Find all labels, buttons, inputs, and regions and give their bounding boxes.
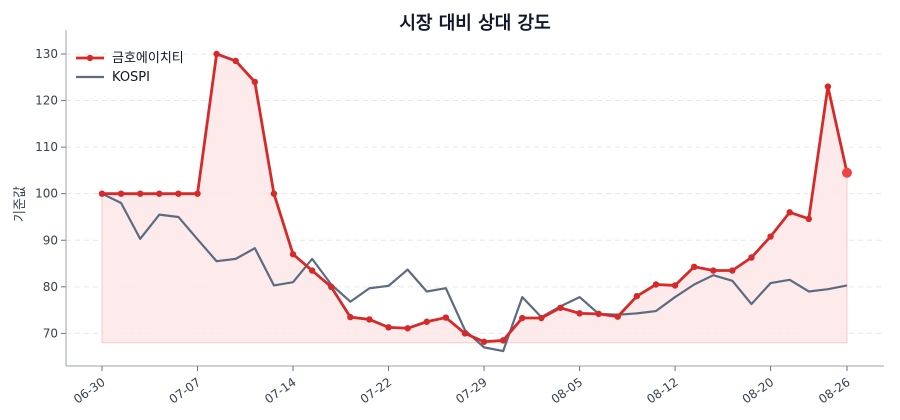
data-point [767, 233, 774, 240]
data-point [347, 313, 354, 321]
data-point [328, 283, 335, 291]
data-point [423, 318, 430, 325]
data-point [652, 281, 660, 288]
data-point [308, 267, 316, 274]
data-point [404, 325, 411, 332]
data-point [519, 314, 526, 322]
x-tick-label: 08-05 [549, 375, 586, 406]
legend-label-kospi: KOSPI [112, 70, 150, 85]
data-point [786, 209, 793, 216]
data-point [117, 190, 125, 197]
data-point [690, 263, 698, 271]
x-tick-label: 08-12 [644, 375, 681, 406]
x-tick-label: 07-29 [453, 375, 490, 406]
x-tick-label: 07-07 [167, 375, 204, 406]
legend-label-main: 금호에이치티 [112, 51, 184, 66]
y-tick-label: 70 [43, 326, 58, 340]
data-point [633, 292, 641, 300]
shaded-area [101, 53, 848, 344]
data-point [461, 330, 469, 337]
data-point [213, 50, 220, 58]
last-point-marker [842, 167, 852, 178]
data-point [499, 337, 507, 344]
data-point [538, 314, 545, 322]
y-axis-label: 기준값 [13, 186, 28, 222]
y-tick-label: 100 [35, 187, 58, 201]
area-fill [101, 53, 848, 344]
data-point [289, 251, 297, 258]
y-tick-label: 80 [43, 280, 58, 294]
data-point [270, 190, 278, 197]
data-point [576, 310, 583, 317]
data-point [385, 324, 392, 331]
data-point [671, 282, 679, 289]
y-tick-label: 90 [43, 233, 58, 247]
data-point [805, 215, 812, 223]
series-lines [98, 50, 852, 353]
data-point [98, 190, 106, 197]
x-tick-label: 07-14 [262, 375, 299, 406]
y-tick-label: 110 [35, 140, 58, 154]
y-tick-label: 130 [35, 47, 58, 61]
data-point [251, 78, 259, 86]
data-point [595, 310, 602, 318]
data-point [442, 314, 450, 321]
data-point [480, 338, 488, 345]
data-point [748, 254, 755, 261]
data-point [194, 190, 201, 197]
legend-marker-main [86, 54, 94, 62]
legend: 금호에이치티 KOSPI [76, 51, 184, 85]
chart-title: 시장 대비 상대 강도 [399, 13, 550, 34]
data-point [366, 316, 373, 323]
y-tick-label: 120 [35, 94, 58, 108]
data-point [729, 267, 736, 274]
x-tick-label: 06-30 [71, 375, 108, 406]
x-tick-label: 07-22 [358, 375, 395, 406]
data-point [710, 267, 717, 274]
data-point [232, 57, 239, 65]
data-point [614, 313, 621, 320]
data-point [156, 190, 163, 197]
data-point [824, 83, 832, 90]
series-line-main [102, 52, 849, 344]
x-tick-label: 08-26 [816, 375, 853, 406]
x-tick-label: 08-20 [740, 375, 777, 406]
data-point [175, 190, 182, 197]
data-point [137, 190, 144, 197]
data-point [557, 304, 564, 311]
